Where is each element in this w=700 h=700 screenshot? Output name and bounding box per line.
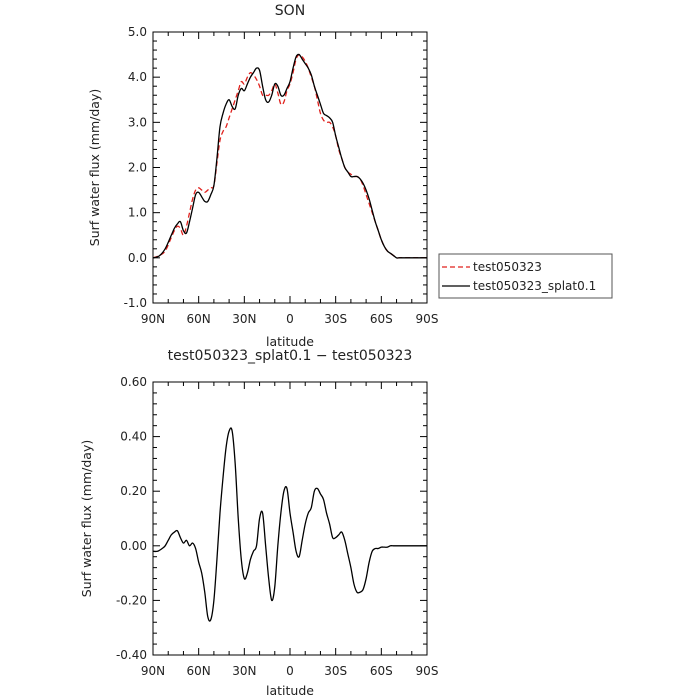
top-x-tick-label: 90S bbox=[416, 312, 439, 326]
bottom-x-tick-label: 0 bbox=[286, 664, 294, 678]
bottom-x-tick-label: 90S bbox=[416, 664, 439, 678]
bottom-y-tick-label: 0.00 bbox=[120, 539, 147, 553]
top-plot-frame bbox=[152, 31, 428, 304]
top-series-line-test050323-splat0-1 bbox=[152, 53, 427, 259]
top-y-axis-label: Surf water flux (mm/day) bbox=[87, 89, 102, 246]
top-y-tick-label: 2.0 bbox=[128, 161, 147, 175]
top-x-tick-label: 90N bbox=[141, 312, 165, 326]
top-y-ticks: -1.0 0.0 1.0 2.0 3.0 4.0 5.0 bbox=[124, 25, 427, 310]
bottom-y-tick-label: -0.20 bbox=[116, 593, 147, 607]
bottom-y-tick-label: 0.20 bbox=[120, 484, 147, 498]
bottom-y-axis-label: Surf water flux (mm/day) bbox=[79, 440, 94, 597]
bottom-y-tick-label: 0.40 bbox=[120, 430, 147, 444]
top-x-tick-label: 0 bbox=[286, 312, 294, 326]
top-x-tick-label: 60N bbox=[187, 312, 211, 326]
top-x-axis-label: latitude bbox=[266, 334, 314, 349]
bottom-series-line-difference bbox=[152, 427, 427, 622]
top-x-ticks: 90N 60N 30N 0 30S 60S 90S bbox=[141, 32, 439, 326]
legend-label-test050323: test050323 bbox=[473, 260, 542, 274]
top-x-tick-label: 30N bbox=[232, 312, 256, 326]
bottom-x-tick-label: 60S bbox=[370, 664, 393, 678]
top-chart-panel: SON -1.0 0.0 1.0 2.0 3.0 4.0 5.0 90N 60N 30N 0 30S… bbox=[87, 3, 438, 349]
top-series-line-test050323 bbox=[152, 53, 427, 259]
bottom-x-tick-label: 60N bbox=[187, 664, 211, 678]
top-y-tick-label: 4.0 bbox=[128, 70, 147, 84]
top-chart-lines bbox=[152, 53, 427, 259]
top-x-tick-label: 30S bbox=[324, 312, 347, 326]
bottom-chart-panel: test050323_splat0.1 − test050323 -0.40-0… bbox=[79, 348, 438, 698]
bottom-x-tick-label: 30S bbox=[324, 664, 347, 678]
legend: test050323 test050323_splat0.1 bbox=[438, 253, 613, 299]
top-y-tick-label: -1.0 bbox=[124, 296, 147, 310]
legend-box bbox=[438, 253, 613, 299]
bottom-y-tick-label: -0.40 bbox=[116, 648, 147, 662]
bottom-x-tick-label: 90N bbox=[141, 664, 165, 678]
top-x-tick-label: 60S bbox=[370, 312, 393, 326]
bottom-y-tick-label: 0.60 bbox=[120, 375, 147, 389]
top-y-tick-label: 0.0 bbox=[128, 251, 147, 265]
top-chart-title: SON bbox=[275, 3, 305, 19]
top-y-tick-label: 1.0 bbox=[128, 206, 147, 220]
bottom-plot-frame bbox=[152, 381, 428, 656]
top-y-tick-label: 3.0 bbox=[128, 115, 147, 129]
bottom-y-ticks: -0.40 -0.20 0.00 0.20 0.40 0.60 bbox=[116, 375, 427, 662]
bottom-x-tick-label: 30N bbox=[232, 664, 256, 678]
bottom-chart-title: test050323_splat0.1 − test050323 bbox=[168, 348, 413, 364]
legend-label-test050323-splat0-1: test050323_splat0.1 bbox=[473, 279, 596, 293]
bottom-x-axis-label: latitude bbox=[266, 683, 314, 698]
bottom-chart-lines bbox=[152, 427, 427, 622]
top-y-tick-label: 5.0 bbox=[128, 25, 147, 39]
bottom-x-ticks: 90N 60N 30N 0 30S 60S 90S bbox=[141, 382, 439, 678]
